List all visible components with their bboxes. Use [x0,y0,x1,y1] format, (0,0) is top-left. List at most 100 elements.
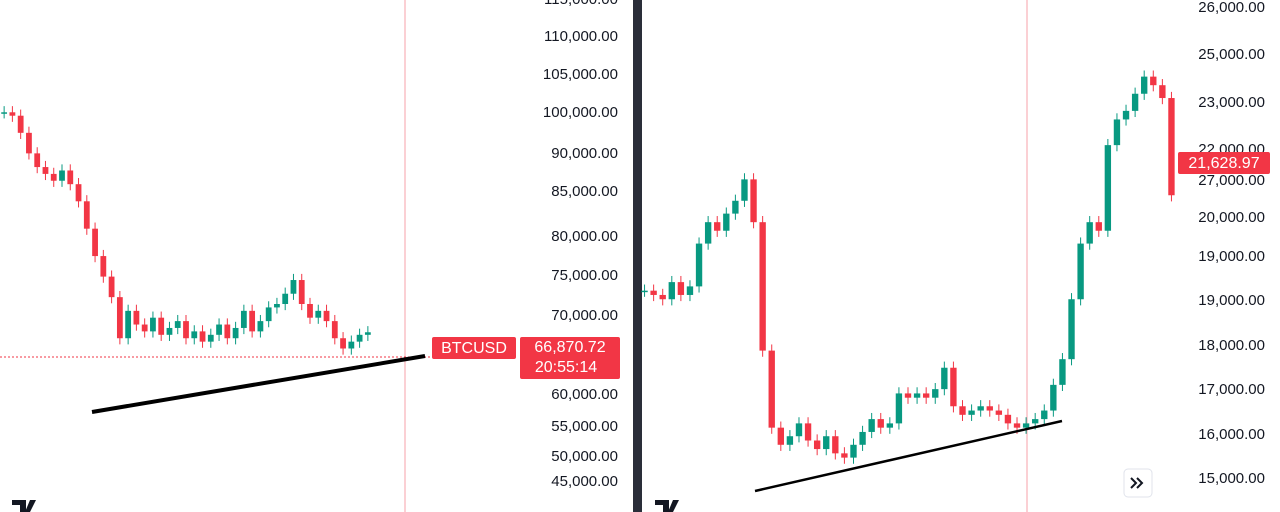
candle-body [1141,76,1148,94]
candle-body [959,406,966,415]
candle-body [183,321,189,339]
candle-body [59,170,65,181]
candle-body [768,350,775,428]
candle-body [841,453,848,458]
candle-body [216,324,222,335]
candle-body [1113,119,1121,146]
candle-body [1095,222,1102,231]
price-axis-label: 20,000.00 [1198,209,1265,226]
candle-body [100,256,107,277]
countdown-text: 20:55:14 [535,359,597,376]
candle-body [1068,299,1075,360]
candle-body [986,406,993,411]
candle-body [1168,98,1175,196]
price-axis-label: 23,000.00 [1198,94,1265,111]
candle-body [17,115,24,133]
price-axis-label: 90,000.00 [551,145,618,162]
candle-body [141,324,148,332]
candle-body [795,423,803,437]
candle-body [695,243,703,287]
candle-body [150,317,156,332]
candle-body [641,290,648,293]
scroll-button[interactable] [1123,468,1153,498]
candle-body [75,184,82,202]
candle-body [356,334,363,342]
price-tag [520,337,620,379]
price-axis-label: 45,000.00 [551,473,618,490]
candle-body [50,173,57,181]
logo [12,500,36,512]
price-axis-label: 55,000.00 [551,418,618,435]
candle-body [42,167,49,174]
candle-body [298,280,305,304]
candle-body [265,307,272,322]
candle-body [977,406,984,411]
candle-body [723,213,730,231]
candle-body [950,367,957,407]
candle-body [777,427,784,445]
candle-body [323,310,330,322]
price-axis-label: 16,000.00 [1198,426,1265,443]
candle-body [199,331,206,342]
candle-body [732,200,739,214]
candle-body [832,436,839,454]
price-axis-label: 26,000.00 [1198,0,1265,16]
price-axis-label: 25,000.00 [1198,46,1265,63]
price-tag-text: 66,870.72 [534,339,605,356]
candle-body [290,280,297,294]
candle-body [759,222,766,351]
candle-body [191,331,198,339]
symbol-tag [432,337,516,359]
pane-separator [633,0,642,512]
candle-body [1077,243,1084,300]
candle-body [650,290,657,295]
scroll-icon [1130,477,1144,489]
candle-body [850,444,857,458]
candle-body [895,393,903,424]
candle-body [1004,414,1012,424]
candle-body [116,297,123,339]
candle-body [240,310,247,328]
candle-body [859,431,866,445]
candle-body [813,440,821,450]
candle-body [1086,222,1093,244]
candle-body [941,367,948,390]
candle-body [1122,110,1130,120]
candle-body [668,282,675,300]
candle-body [677,282,685,295]
candle-body [315,310,322,318]
price-axis-label: 105,000.00 [543,66,618,83]
price-tag-text: 21,628.97 [1188,155,1259,172]
candle-body [26,132,32,154]
price-axis-label: 115,000.00 [544,0,618,8]
trend-line [91,354,426,414]
candle-body [224,324,231,339]
candle-body [786,436,794,445]
candle-body [174,321,181,328]
candle-body [1041,410,1048,420]
candle-body [125,310,132,339]
trend-line [754,419,1063,493]
logo [655,500,679,512]
candle-body [686,286,694,295]
candle-body [1150,76,1157,86]
candle-body [340,338,346,349]
price-axis-label: 19,000.00 [1198,292,1265,309]
candle-body [741,179,748,201]
candle-body [1013,423,1021,428]
candle-body [714,222,721,231]
candle-body [804,423,812,441]
price-tag [1178,152,1270,174]
candle-body [704,222,712,244]
candle-body [249,310,256,332]
candle-body [83,201,90,229]
candle-body [34,153,41,168]
candle-body [1,112,8,114]
candle-body [257,321,264,332]
candle-body [348,341,355,349]
price-axis-label: 110,000.00 [544,28,618,45]
candle-body [1059,359,1066,385]
candle-body [1159,85,1166,99]
